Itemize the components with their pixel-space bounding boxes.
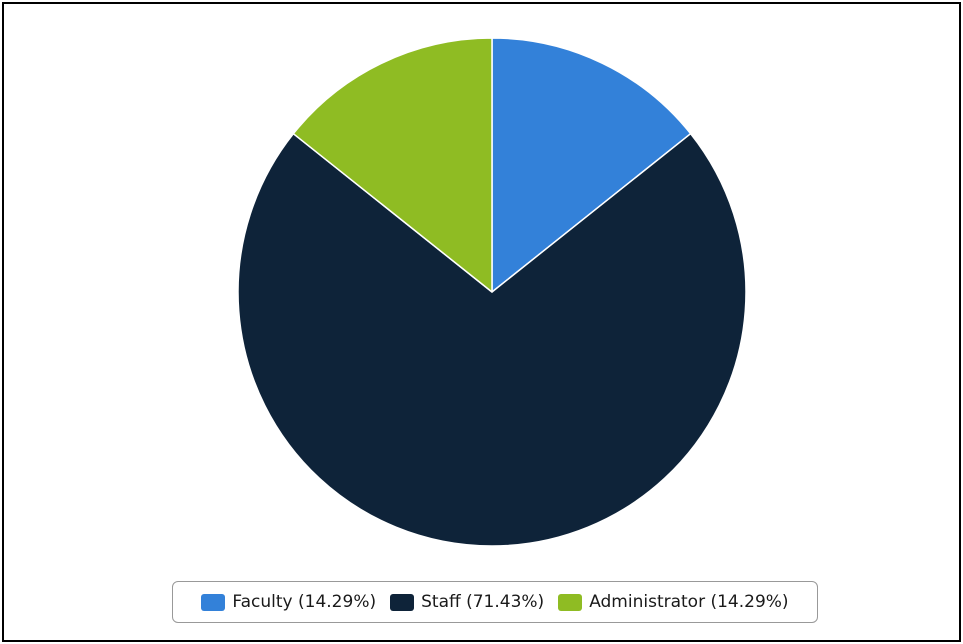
legend-label-faculty: Faculty (14.29%) [232, 592, 377, 612]
legend-label-administrator: Administrator (14.29%) [589, 592, 789, 612]
pie-slice-faculty[interactable] [491, 37, 692, 293]
legend-item-faculty[interactable]: Faculty (14.29%) [201, 592, 376, 612]
pie-slice-administrator[interactable] [292, 37, 493, 293]
legend-label-staff: Staff (71.43%) [421, 592, 545, 612]
legend-swatch-faculty [201, 593, 226, 611]
legend-swatch-staff [390, 593, 415, 611]
pie-slice-staff[interactable] [237, 132, 747, 547]
chart-legend: Faculty (14.29%) Staff (71.43%) Administ… [172, 581, 818, 623]
legend-swatch-administrator [558, 593, 583, 611]
legend-item-staff[interactable]: Staff (71.43%) [390, 592, 544, 612]
pie-chart [237, 37, 747, 547]
legend-item-administrator[interactable]: Administrator (14.29%) [558, 592, 789, 612]
